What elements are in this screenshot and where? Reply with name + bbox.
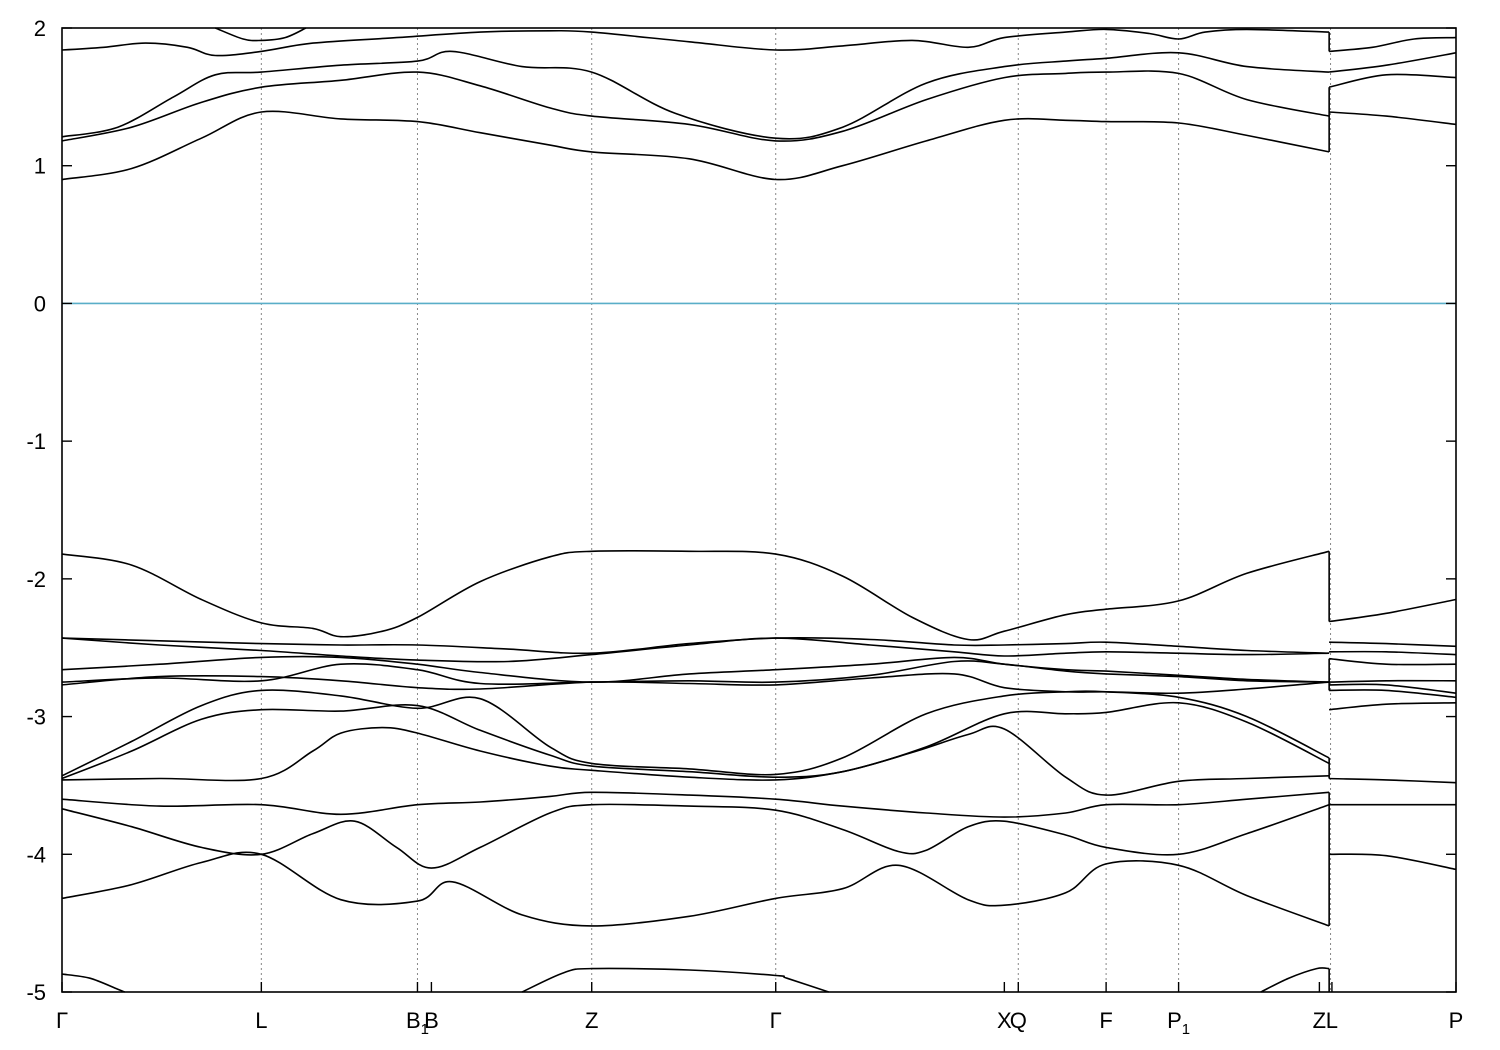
band-0 [61, 110, 1330, 181]
band-17 [1329, 679, 1457, 683]
band-33 [1260, 967, 1330, 993]
band-15 [1329, 657, 1457, 666]
band-32 [521, 967, 829, 993]
kpoint-label: Q [1010, 1008, 1027, 1033]
band-22 [61, 701, 1330, 780]
kpoint-label: Z [585, 1008, 598, 1033]
y-tick-label: -1 [26, 429, 46, 454]
kpoint-label: L [1326, 1008, 1338, 1033]
band-9 [1328, 598, 1457, 623]
y-axis: 2 1 0 -1 -2 -3 -4 -5 [26, 16, 1456, 1005]
band-11 [1329, 641, 1457, 648]
y-tick-label: -5 [26, 980, 46, 1005]
kpoint-label: Γ [770, 1008, 782, 1033]
kpoint-subscript: 1 [421, 1021, 429, 1038]
band-16 [61, 660, 1330, 686]
kpoint-label: L [255, 1008, 267, 1033]
band-30 [61, 851, 1330, 927]
band-10 [61, 637, 1330, 655]
kpoint-label: B [424, 1008, 439, 1033]
kpoint-label: Z [1313, 1008, 1326, 1033]
band-25 [1329, 777, 1457, 784]
y-tick-label: 2 [34, 16, 46, 41]
band-28 [61, 803, 1330, 869]
band-7 [1329, 36, 1457, 53]
band-18 [61, 672, 1330, 695]
band-34 [215, 27, 307, 42]
kpoint-subscript: 1 [1182, 1021, 1190, 1038]
band-4 [61, 50, 1330, 140]
kpoint-label: P1 [1167, 1008, 1190, 1038]
y-tick-label: -3 [26, 705, 46, 730]
band-3 [1328, 73, 1457, 88]
y-tick-label: 0 [34, 291, 46, 316]
high-symmetry-lines [260, 28, 1332, 992]
band-6 [61, 28, 1330, 57]
band-21 [1329, 689, 1457, 699]
band-8 [61, 549, 1330, 641]
band-14 [61, 655, 1330, 683]
band-31 [61, 973, 126, 993]
kpoint-label: X [997, 1008, 1012, 1033]
y-tick-label: 1 [34, 154, 46, 179]
y-tick-label: -4 [26, 842, 46, 867]
band-23 [1329, 702, 1457, 711]
y-tick-label: -2 [26, 567, 46, 592]
band-5 [1329, 52, 1457, 73]
band-19 [1329, 683, 1457, 694]
kpoint-label: F [1099, 1008, 1112, 1033]
band-26 [61, 791, 1330, 818]
x-axis-kpoints: Γ L B1B Z Γ XQ F P1 Z L P [56, 982, 1463, 1038]
band-29 [1329, 853, 1457, 871]
kpoint-label: P [1449, 1008, 1464, 1033]
plot-frame [61, 27, 1457, 993]
band-12 [61, 637, 1330, 663]
band-13 [1329, 650, 1457, 656]
band-1 [1329, 111, 1457, 126]
kpoint-label: Γ [56, 1008, 68, 1033]
band-2 [61, 70, 1330, 142]
band-20 [61, 689, 1330, 777]
band-24 [61, 725, 1330, 796]
band-lines [61, 27, 1457, 993]
